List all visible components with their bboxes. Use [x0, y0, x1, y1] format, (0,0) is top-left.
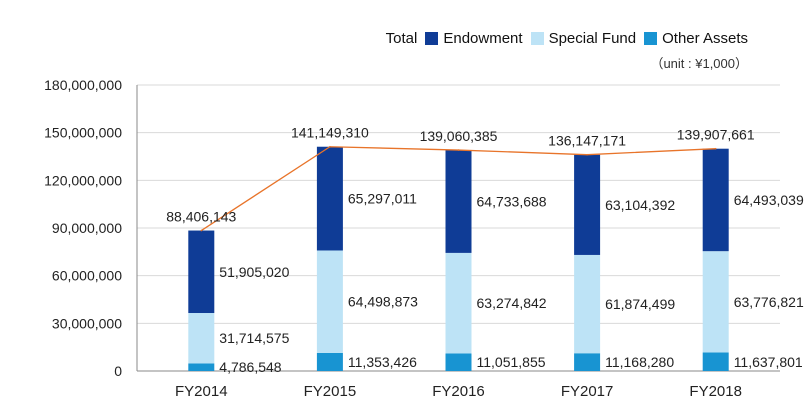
total-point: [457, 149, 460, 151]
bar-segment: [188, 363, 215, 371]
x-tick-label: FY2018: [689, 383, 742, 400]
legend-swatch-special-fund: [530, 32, 544, 45]
bar-segment: [445, 252, 472, 354]
y-tick-label: 120,000,000: [44, 172, 122, 188]
bar-segment: [574, 254, 601, 354]
total-label: 141,149,310: [291, 125, 369, 141]
data-label: 63,776,821: [734, 294, 804, 310]
y-tick-label: 180,000,000: [44, 77, 122, 93]
data-label: 61,874,499: [605, 296, 675, 312]
legend-label-special-fund: Special Fund: [548, 30, 637, 47]
legend-item-other-assets: Other Assets: [644, 30, 748, 47]
total-point: [586, 153, 588, 156]
data-label: 63,274,842: [477, 295, 547, 311]
x-tick-label: FY2015: [304, 383, 357, 400]
y-tick-label: 30,000,000: [52, 315, 122, 331]
x-tick-label: FY2017: [561, 383, 614, 400]
unit-note: （unit : ¥1,000）: [650, 56, 748, 71]
total-point: [200, 229, 203, 232]
total-point: [714, 147, 717, 150]
legend-label-endowment: Endowment: [443, 30, 523, 47]
bar-segment: [445, 150, 472, 253]
bar-segment: [574, 353, 601, 371]
y-tick-label: 150,000,000: [44, 125, 122, 141]
legend-label-other-assets: Other Assets: [662, 30, 748, 47]
data-label: 64,733,688: [477, 193, 547, 209]
total-label: 139,907,661: [677, 127, 755, 143]
bar-segment: [702, 251, 729, 353]
legend-total-label: Total: [385, 30, 418, 47]
data-label: 11,353,426: [348, 354, 417, 370]
total-label: 88,406,143: [166, 209, 236, 225]
total-point: [329, 145, 331, 148]
data-label: 11,168,280: [605, 354, 674, 370]
data-label: 65,297,011: [348, 191, 417, 207]
legend-swatch-other-assets: [644, 32, 658, 45]
y-tick-label: 60,000,000: [52, 268, 122, 284]
y-tick-label: 90,000,000: [52, 220, 122, 236]
data-labels: 4,786,548 31,714,575 51,905,020 11,353,426 6…: [166, 125, 804, 375]
bar-segment: [316, 146, 343, 251]
bar-segment: [188, 230, 215, 314]
legend-item-special-fund: Special Fund: [530, 30, 637, 47]
legend: Total Endowment Special Fund Other Asset…: [386, 30, 748, 47]
data-label: 64,498,873: [348, 294, 418, 310]
data-label: 11,051,855: [477, 354, 546, 370]
y-axis: 0 30,000,000 60,000,000 90,000,000 120,000,0…: [44, 77, 138, 379]
x-tick-label: FY2016: [432, 383, 485, 400]
bar-segment: [188, 313, 215, 364]
bar-segment: [316, 352, 343, 371]
bar-segment: [445, 353, 472, 371]
bar-segment: [574, 154, 601, 255]
data-label: 11,637,801: [734, 354, 803, 370]
bars: [188, 146, 729, 371]
y-tick-label: 0: [114, 363, 122, 379]
bar-segment: [316, 250, 343, 353]
data-label: 31,714,575: [219, 330, 289, 346]
total-label: 139,060,385: [420, 128, 498, 144]
legend-swatch-endowment: [425, 32, 439, 45]
bar-segment: [702, 148, 729, 252]
total-label: 136,147,171: [548, 133, 626, 149]
data-label: 64,493,039: [734, 192, 804, 208]
x-axis: FY2014 FY2015 FY2016 FY2017 FY2018: [175, 383, 742, 400]
bar-segment: [702, 352, 729, 371]
data-label: 4,786,548: [219, 359, 281, 375]
data-label: 51,905,020: [219, 264, 289, 280]
legend-item-endowment: Endowment: [425, 30, 523, 47]
data-label: 63,104,392: [605, 197, 675, 213]
x-tick-label: FY2014: [175, 383, 228, 400]
total-line: [200, 145, 717, 232]
